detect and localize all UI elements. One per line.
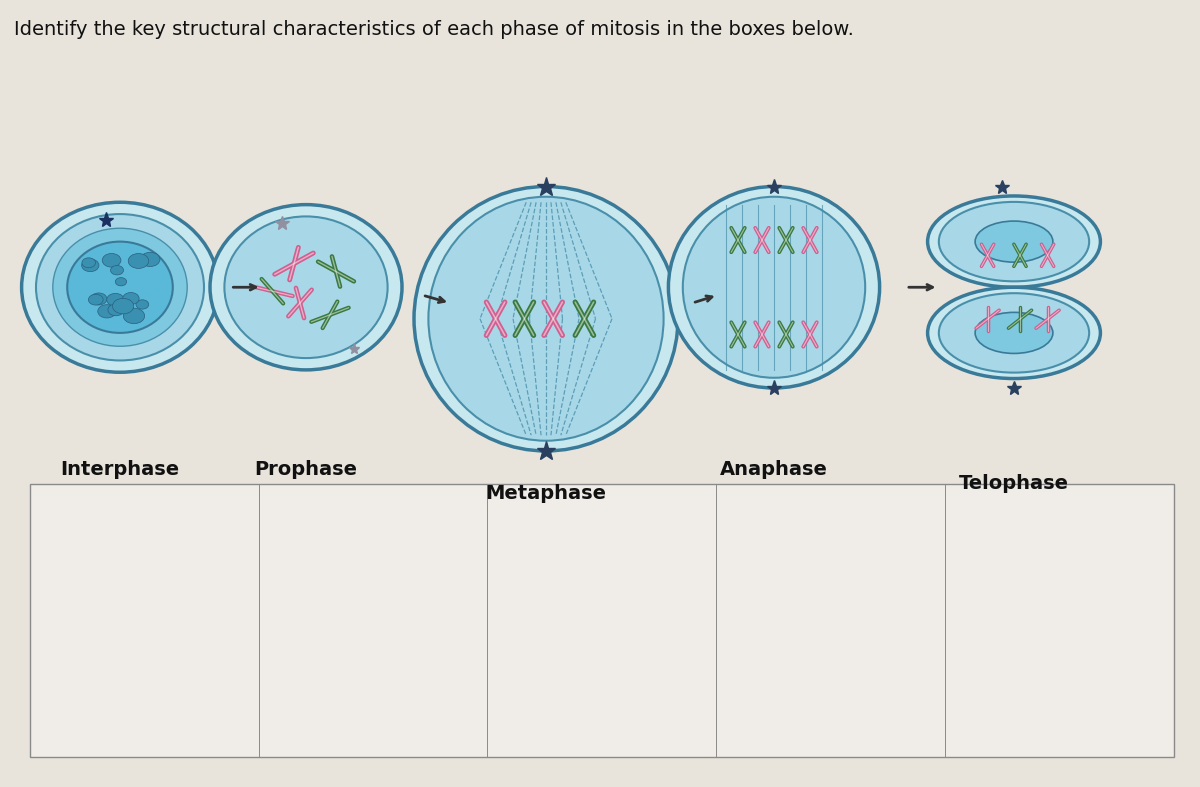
Ellipse shape (414, 187, 678, 451)
Ellipse shape (122, 293, 139, 305)
Ellipse shape (121, 303, 133, 311)
Ellipse shape (928, 196, 1100, 287)
Ellipse shape (90, 293, 107, 305)
Ellipse shape (120, 303, 133, 312)
Ellipse shape (36, 214, 204, 360)
Text: Anaphase: Anaphase (720, 460, 828, 479)
Ellipse shape (128, 253, 149, 268)
Ellipse shape (110, 265, 124, 275)
Ellipse shape (102, 253, 121, 267)
Ellipse shape (683, 197, 865, 378)
Ellipse shape (140, 253, 160, 267)
Ellipse shape (113, 298, 133, 314)
Ellipse shape (136, 300, 149, 309)
Text: Telophase: Telophase (959, 474, 1069, 493)
Ellipse shape (107, 294, 124, 306)
Bar (30, 484, 1174, 757)
Ellipse shape (428, 197, 664, 441)
Ellipse shape (224, 216, 388, 358)
Text: Metaphase: Metaphase (486, 484, 606, 503)
Text: Interphase: Interphase (60, 460, 180, 479)
Ellipse shape (82, 258, 96, 268)
Ellipse shape (108, 304, 124, 316)
Ellipse shape (89, 294, 103, 305)
Ellipse shape (976, 221, 1052, 262)
Ellipse shape (938, 202, 1090, 281)
Text: Prophase: Prophase (254, 460, 358, 479)
Ellipse shape (210, 205, 402, 370)
Ellipse shape (928, 287, 1100, 379)
Ellipse shape (938, 294, 1090, 372)
Ellipse shape (53, 228, 187, 346)
Text: Identify the key structural characteristics of each phase of mitosis in the boxe: Identify the key structural characterist… (14, 20, 854, 39)
Ellipse shape (115, 278, 127, 286)
Ellipse shape (22, 202, 218, 372)
Ellipse shape (82, 259, 98, 272)
Ellipse shape (97, 305, 116, 318)
Ellipse shape (124, 309, 145, 323)
Ellipse shape (67, 242, 173, 333)
Ellipse shape (976, 312, 1052, 353)
Ellipse shape (668, 187, 880, 388)
